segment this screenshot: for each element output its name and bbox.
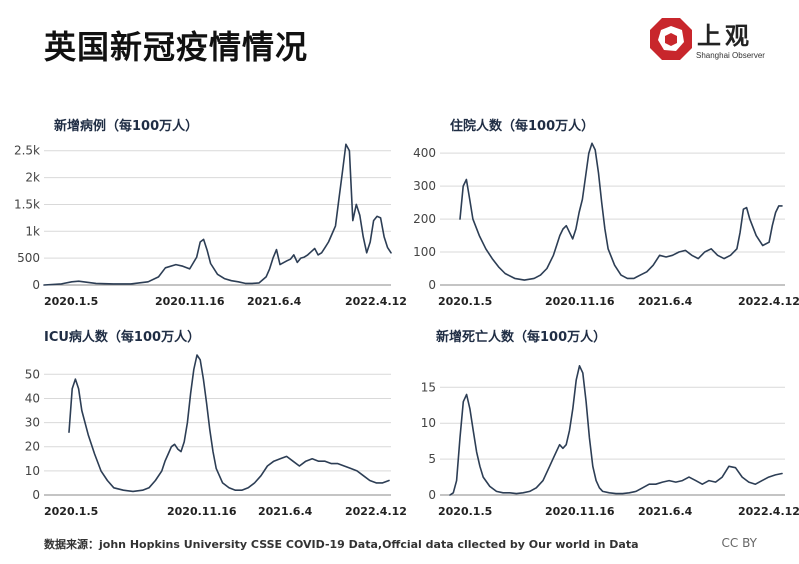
y-tick-label: 0 xyxy=(428,278,436,292)
y-tick-label: 2k xyxy=(25,171,40,185)
chart-new-cases: 0 500 1k 1.5k 2k 2.5k 2020.1.5 2020.11.16 2021.6… xyxy=(14,143,407,308)
y-tick-label: 10 xyxy=(25,464,40,478)
license-label: CC BY xyxy=(721,536,757,550)
series-line xyxy=(68,354,390,493)
y-tick-label: 500 xyxy=(17,251,40,265)
y-tick-label: 100 xyxy=(413,245,436,259)
series-line xyxy=(43,143,392,286)
x-tick-label: 2020.11.16 xyxy=(545,505,615,518)
series-line xyxy=(459,142,783,281)
y-tick-label: 15 xyxy=(421,380,436,394)
x-tick-label: 2020.11.16 xyxy=(545,295,615,308)
y-tick-label: 1k xyxy=(25,224,40,238)
x-tick-label: 2020.11.16 xyxy=(167,505,237,518)
y-tick-label: 0 xyxy=(428,488,436,502)
chart-title-new-deaths: 新增死亡人数（每100万人） xyxy=(436,330,607,345)
x-tick-label: 2020.1.5 xyxy=(44,295,98,308)
x-tick-label: 2020.1.5 xyxy=(438,505,492,518)
y-tick-label: 50 xyxy=(25,367,40,381)
y-tick-label: 300 xyxy=(413,179,436,193)
logo-mark-icon xyxy=(650,18,692,60)
x-tick-label: 2021.6.4 xyxy=(247,295,302,308)
x-tick-label: 2022.4.12 xyxy=(345,505,407,518)
y-tick-label: 2.5k xyxy=(14,144,40,158)
logo-text-en: Shanghai Observer xyxy=(696,51,765,60)
logo: 上观 Shanghai Observer xyxy=(648,14,773,64)
y-tick-label: 400 xyxy=(413,146,436,160)
chart-hospitalized: 0 100 200 300 400 2020.1.5 2020.11.16 2021.6.4 2… xyxy=(413,142,799,308)
y-tick-label: 40 xyxy=(25,391,40,405)
x-tick-label: 2021.6.4 xyxy=(258,505,313,518)
y-tick-label: 0 xyxy=(32,278,40,292)
x-tick-label: 2021.6.4 xyxy=(638,295,693,308)
chart-title-hospitalized: 住院人数（每100万人） xyxy=(450,119,595,134)
y-tick-label: 5 xyxy=(428,452,436,466)
chart-new-deaths: 0 5 10 15 2020.1.5 2020.11.16 2021.6.4 2022.4.1… xyxy=(421,365,799,518)
y-tick-label: 0 xyxy=(32,488,40,502)
page-title: 英国新冠疫情情况 xyxy=(44,28,309,66)
y-tick-label: 200 xyxy=(413,212,436,226)
x-tick-label: 2022.4.12 xyxy=(345,295,407,308)
chart-title-icu: ICU病人数（每100万人） xyxy=(44,330,201,345)
data-source-note: 数据来源：john Hopkins University CSSE COVID-… xyxy=(44,538,639,551)
chart-icu: 0 10 20 30 40 50 2020.1.5 2020.11.16 2021.6.4 202… xyxy=(25,354,407,518)
series-line xyxy=(449,365,783,496)
y-tick-label: 30 xyxy=(25,416,40,430)
x-tick-label: 2022.4.12 xyxy=(738,505,799,518)
y-tick-label: 10 xyxy=(421,416,436,430)
y-tick-label: 1.5k xyxy=(14,197,40,211)
logo-text-cn: 上观 xyxy=(697,21,753,50)
x-tick-label: 2021.6.4 xyxy=(638,505,693,518)
chart-title-new-cases: 新增病例（每100万人） xyxy=(54,119,199,134)
y-tick-label: 20 xyxy=(25,440,40,454)
x-tick-label: 2022.4.12 xyxy=(738,295,799,308)
x-tick-label: 2020.1.5 xyxy=(438,295,492,308)
x-tick-label: 2020.11.16 xyxy=(155,295,225,308)
x-tick-label: 2020.1.5 xyxy=(44,505,98,518)
